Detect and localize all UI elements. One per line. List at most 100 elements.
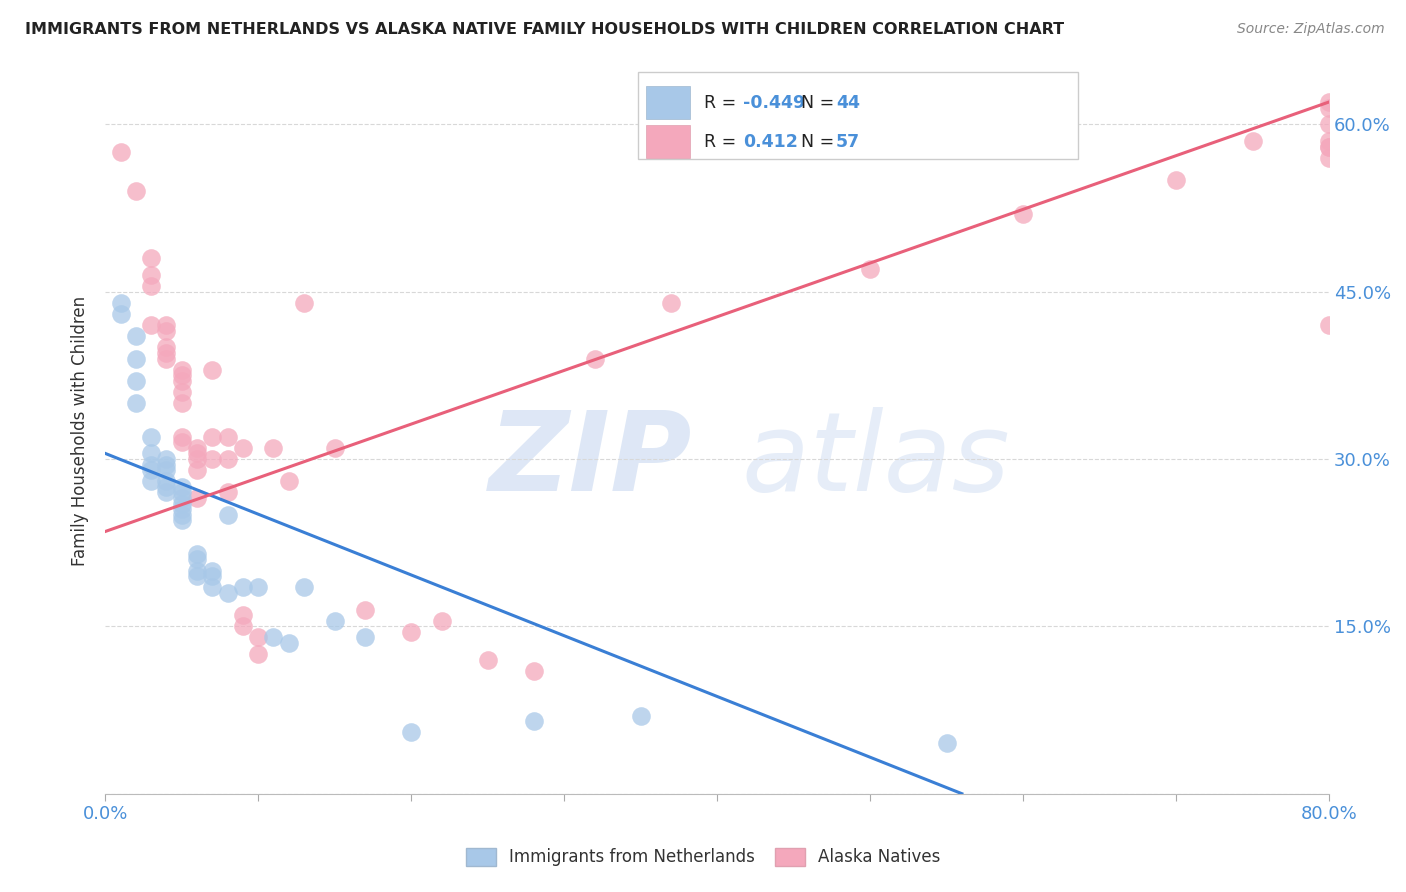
Point xyxy=(170,485,193,500)
Point xyxy=(125,351,148,366)
Point xyxy=(859,262,882,277)
Point xyxy=(170,513,193,527)
Point xyxy=(170,374,193,388)
Point xyxy=(1317,101,1340,115)
Point xyxy=(170,508,193,522)
Point xyxy=(186,452,208,467)
Point xyxy=(630,708,652,723)
Point xyxy=(155,463,177,477)
Point xyxy=(186,491,208,505)
Point xyxy=(1317,151,1340,165)
Point xyxy=(323,614,346,628)
Point xyxy=(1012,206,1035,220)
Point xyxy=(232,608,254,623)
Text: ZIP: ZIP xyxy=(489,407,693,514)
Point xyxy=(186,564,208,578)
Point xyxy=(139,463,162,477)
Point xyxy=(170,385,193,400)
Point xyxy=(139,430,162,444)
Point xyxy=(125,374,148,388)
Point xyxy=(186,552,208,566)
Point xyxy=(201,452,224,467)
Point xyxy=(139,318,162,332)
Point xyxy=(170,502,193,516)
Point xyxy=(125,184,148,198)
Text: R =: R = xyxy=(703,94,741,112)
Text: 0.412: 0.412 xyxy=(744,133,799,151)
Point xyxy=(201,569,224,583)
Legend: Immigrants from Netherlands, Alaska Natives: Immigrants from Netherlands, Alaska Nati… xyxy=(457,839,949,875)
Point xyxy=(522,714,544,728)
Point xyxy=(155,475,177,489)
Point xyxy=(1317,95,1340,109)
Point xyxy=(217,508,239,522)
Y-axis label: Family Households with Children: Family Households with Children xyxy=(72,296,89,566)
Point xyxy=(155,452,177,467)
Point xyxy=(139,251,162,265)
Text: N =: N = xyxy=(800,94,839,112)
Point xyxy=(201,430,224,444)
Point xyxy=(139,268,162,282)
Point xyxy=(125,396,148,410)
Point xyxy=(659,295,682,310)
Text: atlas: atlas xyxy=(741,407,1011,514)
Point xyxy=(170,396,193,410)
Point xyxy=(217,586,239,600)
Point xyxy=(186,463,208,477)
Point xyxy=(430,614,453,628)
Point xyxy=(263,631,285,645)
Point xyxy=(139,475,162,489)
Point xyxy=(139,279,162,293)
Point xyxy=(139,458,162,472)
Point xyxy=(232,619,254,633)
Point xyxy=(354,602,377,616)
Point xyxy=(155,458,177,472)
Point xyxy=(583,351,606,366)
Point xyxy=(155,324,177,338)
Point xyxy=(186,441,208,455)
Point xyxy=(1164,173,1187,187)
Point xyxy=(247,647,270,661)
Point xyxy=(1317,139,1340,153)
Point xyxy=(277,636,299,650)
Point xyxy=(155,340,177,354)
Point xyxy=(232,441,254,455)
Point xyxy=(217,430,239,444)
Point xyxy=(186,547,208,561)
Point xyxy=(292,580,315,594)
Point xyxy=(170,480,193,494)
Point xyxy=(1317,139,1340,153)
Text: 44: 44 xyxy=(835,94,860,112)
Point xyxy=(125,329,148,343)
Point xyxy=(1317,318,1340,332)
Point xyxy=(155,346,177,360)
Point xyxy=(110,307,132,321)
Point xyxy=(155,351,177,366)
Point xyxy=(263,441,285,455)
Point xyxy=(170,435,193,450)
Point xyxy=(186,569,208,583)
Point xyxy=(110,145,132,160)
Text: -0.449: -0.449 xyxy=(744,94,806,112)
Point xyxy=(201,363,224,377)
Point xyxy=(477,653,499,667)
Text: Source: ZipAtlas.com: Source: ZipAtlas.com xyxy=(1237,22,1385,37)
Text: R =: R = xyxy=(703,133,747,151)
Point xyxy=(186,446,208,460)
Point xyxy=(170,497,193,511)
Point xyxy=(155,485,177,500)
Point xyxy=(522,664,544,678)
Point xyxy=(399,725,422,739)
Point xyxy=(1241,134,1264,148)
Point xyxy=(232,580,254,594)
Point xyxy=(170,363,193,377)
Point xyxy=(399,624,422,639)
Text: N =: N = xyxy=(800,133,839,151)
Point xyxy=(323,441,346,455)
Point xyxy=(1317,117,1340,131)
Point xyxy=(277,475,299,489)
Text: 57: 57 xyxy=(835,133,860,151)
Point xyxy=(247,631,270,645)
Point xyxy=(247,580,270,594)
Point xyxy=(935,736,957,750)
